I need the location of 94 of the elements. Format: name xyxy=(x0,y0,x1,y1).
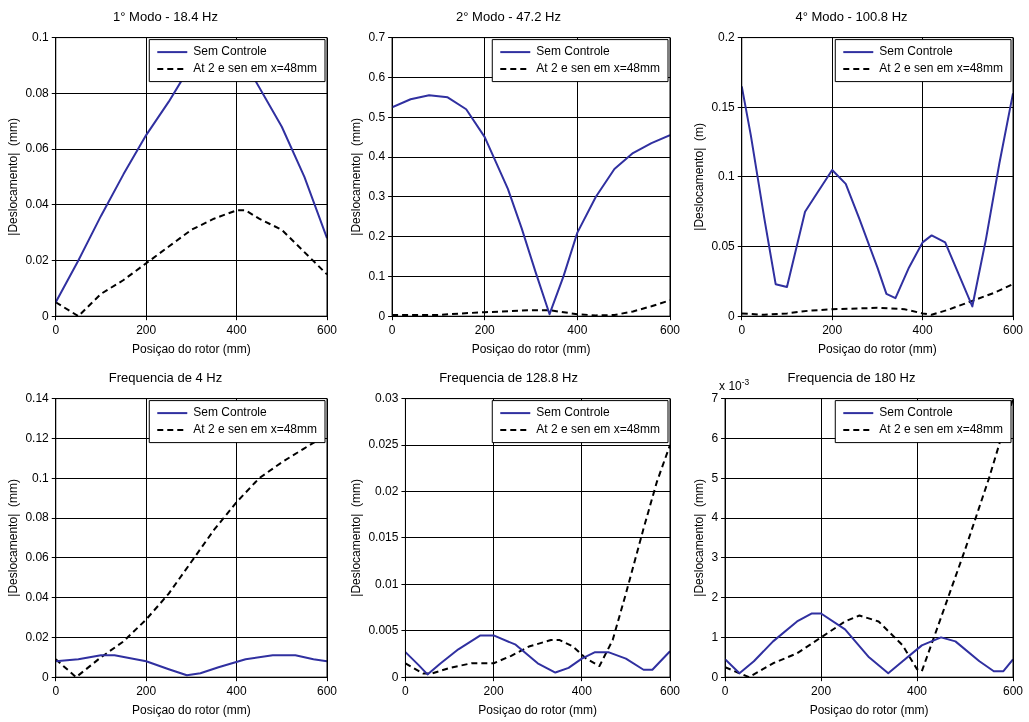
y-tick-label: 7 xyxy=(711,390,719,405)
y-tick-label: 0.05 xyxy=(711,238,736,253)
y-tick-label: 0.025 xyxy=(368,437,399,452)
y-tick-label: 0.02 xyxy=(375,483,399,498)
y-tick-label: 5 xyxy=(711,470,719,485)
x-axis-title: Posiçao do rotor (mm) xyxy=(132,703,251,718)
x-axis-title: Posiçao do rotor (mm) xyxy=(132,342,251,357)
y-tick-label: 0.06 xyxy=(25,141,50,156)
y-tick-label: 3 xyxy=(711,550,719,565)
y-axis-title: |Deslocamento| (mm) xyxy=(348,118,363,236)
x-tick-label: 200 xyxy=(474,322,496,337)
x-axis-title: Posiçao do rotor (mm) xyxy=(818,342,937,357)
y-tick-label: 0 xyxy=(391,669,399,684)
y-tick-label: 0.1 xyxy=(368,268,386,283)
y-tick-label: 1 xyxy=(711,629,719,644)
legend-label: Sem Controle xyxy=(879,44,953,59)
x-tick-label: 200 xyxy=(136,683,157,698)
x-tick-label: 400 xyxy=(912,322,933,337)
y-tick-label: 0.015 xyxy=(368,530,399,545)
legend-label: Sem Controle xyxy=(193,44,267,59)
y-tick-label: 0.04 xyxy=(25,589,50,604)
chart-title: Frequencia de 180 Hz xyxy=(787,370,916,386)
x-tick-label: 200 xyxy=(483,683,504,698)
y-tick-label: 0.2 xyxy=(718,29,736,44)
y-tick-label: 0 xyxy=(711,669,719,684)
chart-title: Frequencia de 4 Hz xyxy=(108,370,223,386)
chart-title: 1° Modo - 18.4 Hz xyxy=(113,9,218,25)
y-tick-label: 0 xyxy=(42,669,50,684)
legend-label: At 2 e sen em x=48mm xyxy=(193,61,318,76)
chart-title: 4° Modo - 100.8 Hz xyxy=(795,9,908,25)
legend-label: At 2 e sen em x=48mm xyxy=(536,61,661,76)
y-tick-label: 0.5 xyxy=(368,109,386,124)
y-tick-label: 6 xyxy=(711,430,719,445)
legend-label: Sem Controle xyxy=(536,405,610,420)
y-tick-label: 0 xyxy=(728,308,736,323)
x-tick-label: 0 xyxy=(52,322,60,337)
y-tick-label: 0 xyxy=(42,308,50,323)
y-tick-label: 0.01 xyxy=(375,576,399,591)
x-tick-label: 600 xyxy=(659,683,681,698)
y-tick-label: 0.03 xyxy=(375,390,399,405)
x-tick-label: 0 xyxy=(402,683,410,698)
y-tick-label: 0.08 xyxy=(25,85,50,100)
chart-title: Frequencia de 128.8 Hz xyxy=(439,370,578,386)
chart-title: 2° Modo - 47.2 Hz xyxy=(456,9,561,25)
legend-label: At 2 e sen em x=48mm xyxy=(536,422,661,437)
y-tick-label: 0.005 xyxy=(368,623,399,638)
y-axis-title: |Deslocamento| (m) xyxy=(691,123,706,231)
x-tick-label: 0 xyxy=(738,322,746,337)
legend-label: Sem Controle xyxy=(879,405,953,420)
legend-label: At 2 e sen em x=48mm xyxy=(193,422,318,437)
x-tick-label: 600 xyxy=(659,322,681,337)
x-tick-label: 600 xyxy=(1002,683,1024,698)
x-tick-label: 200 xyxy=(136,322,157,337)
y-tick-label: 0.12 xyxy=(25,430,50,445)
y-axis-title: |Deslocamento| (mm) xyxy=(348,479,363,597)
y-tick-label: 0.1 xyxy=(32,29,50,44)
y-tick-label: 0.1 xyxy=(718,169,736,184)
y-tick-label: 4 xyxy=(711,510,719,525)
y-tick-label: 0.02 xyxy=(25,629,50,644)
x-tick-label: 0 xyxy=(52,683,60,698)
y-tick-label: 0.04 xyxy=(25,197,50,212)
y-tick-label: 0.15 xyxy=(711,99,736,114)
y-tick-label: 0.2 xyxy=(368,228,386,243)
y-axis-title: |Deslocamento| (mm) xyxy=(5,479,20,597)
x-tick-label: 600 xyxy=(316,683,338,698)
y-tick-label: 0.6 xyxy=(368,69,386,84)
x-axis-title: Posiçao do rotor (mm) xyxy=(809,703,929,718)
x-axis-title: Posiçao do rotor (mm) xyxy=(478,703,598,718)
x-tick-label: 200 xyxy=(811,683,832,698)
y-tick-label: 0.02 xyxy=(25,252,50,267)
x-tick-label: 400 xyxy=(226,322,247,337)
legend-label: Sem Controle xyxy=(193,405,267,420)
y-tick-label: 0 xyxy=(378,308,386,323)
x-tick-label: 400 xyxy=(567,322,588,337)
y-tick-label: 0.06 xyxy=(25,550,50,565)
y-tick-label: 0.1 xyxy=(32,470,50,485)
x-tick-label: 600 xyxy=(1002,322,1024,337)
x-tick-label: 200 xyxy=(822,322,843,337)
x-tick-label: 400 xyxy=(907,683,928,698)
y-axis-title: |Deslocamento| (mm) xyxy=(691,479,706,597)
x-axis-title: Posiçao do rotor (mm) xyxy=(471,342,591,357)
x-tick-label: 400 xyxy=(226,683,247,698)
y-tick-label: 0.4 xyxy=(368,149,386,164)
x-tick-label: 600 xyxy=(316,322,338,337)
y-tick-label: 2 xyxy=(711,589,719,604)
y-tick-label: 0.3 xyxy=(368,189,386,204)
y-axis-title: |Deslocamento| (mm) xyxy=(5,118,20,236)
y-tick-label: 0.14 xyxy=(25,390,50,405)
x-tick-label: 400 xyxy=(571,683,593,698)
y-tick-label: 0.08 xyxy=(25,510,50,525)
legend-label: At 2 e sen em x=48mm xyxy=(879,422,1004,437)
legend-label: Sem Controle xyxy=(536,44,610,59)
legend-label: At 2 e sen em x=48mm xyxy=(879,61,1004,76)
y-tick-label: 0.7 xyxy=(368,29,386,44)
